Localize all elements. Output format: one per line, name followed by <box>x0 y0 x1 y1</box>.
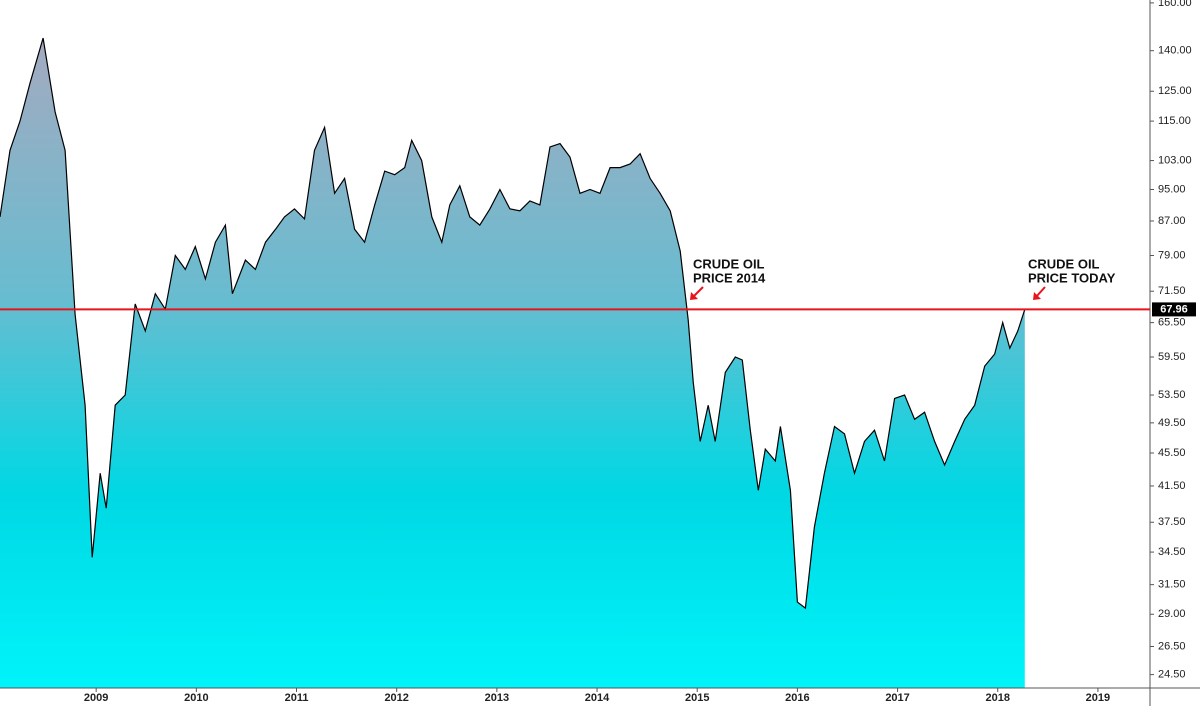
y-tick-label: 49.50 <box>1158 417 1186 429</box>
x-axis-panel <box>0 688 1200 706</box>
annotation-arrow <box>1035 286 1046 298</box>
x-tick-label: 2019 <box>1086 692 1110 704</box>
y-tick-label: 34.50 <box>1158 546 1186 558</box>
annotation-arrowhead <box>690 292 698 300</box>
annotation-text: PRICE 2014 <box>693 270 766 285</box>
y-tick-label: 79.00 <box>1158 249 1186 261</box>
y-tick-label: 87.00 <box>1158 215 1186 227</box>
x-tick-label: 2014 <box>585 692 610 704</box>
y-tick-label: 37.50 <box>1158 516 1186 528</box>
y-tick-label: 24.50 <box>1158 669 1186 681</box>
price-label: 67.96 <box>1160 303 1188 315</box>
annotation-text: CRUDE OIL <box>1028 256 1100 271</box>
x-tick-label: 2017 <box>885 692 909 704</box>
x-tick-label: 2016 <box>785 692 809 704</box>
y-tick-label: 29.00 <box>1158 608 1186 620</box>
x-tick-label: 2009 <box>84 692 108 704</box>
y-tick-label: 41.50 <box>1158 480 1186 492</box>
y-tick-label: 115.00 <box>1158 115 1191 127</box>
y-tick-label: 103.00 <box>1158 154 1192 166</box>
y-tick-label: 140.00 <box>1158 45 1192 57</box>
annotation-arrowhead <box>1033 292 1041 300</box>
annotation-text: PRICE TODAY <box>1028 270 1116 285</box>
price-label-box <box>1152 302 1196 317</box>
y-tick-label: 59.50 <box>1158 351 1186 363</box>
x-tick-label: 2011 <box>285 692 309 704</box>
y-tick-label: 65.50 <box>1158 317 1186 329</box>
y-axis-panel <box>1150 0 1200 706</box>
y-tick-label: 71.50 <box>1158 285 1186 297</box>
x-tick-label: 2013 <box>485 692 509 704</box>
price-line <box>0 37 1026 610</box>
annotation-text: CRUDE OIL <box>693 256 765 271</box>
y-tick-label: 31.50 <box>1158 579 1186 591</box>
y-tick-label: 95.00 <box>1158 183 1186 195</box>
y-tick-label: 53.50 <box>1158 389 1186 401</box>
area-fill <box>0 38 1025 689</box>
y-tick-label: 125.00 <box>1158 85 1192 97</box>
x-tick-label: 2010 <box>184 692 208 704</box>
x-tick-label: 2015 <box>685 692 709 704</box>
y-tick-label: 26.50 <box>1158 640 1186 652</box>
annotation-arrow <box>692 286 704 298</box>
y-tick-label: 160.00 <box>1158 0 1192 9</box>
x-tick-label: 2018 <box>985 692 1009 704</box>
x-tick-label: 2012 <box>384 692 408 704</box>
y-tick-label: 45.50 <box>1158 447 1186 459</box>
